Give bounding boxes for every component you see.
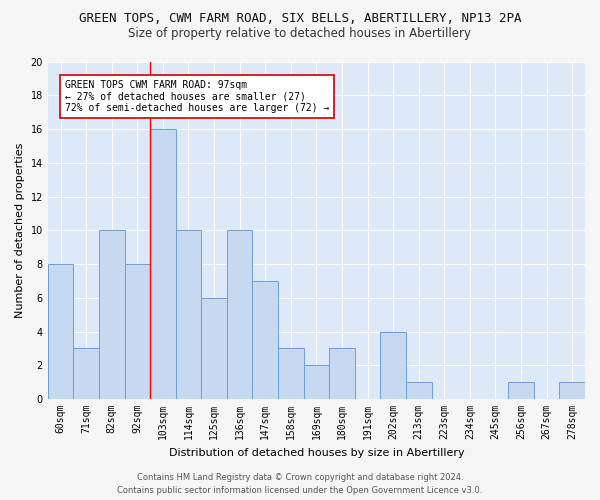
Bar xyxy=(227,230,253,399)
Bar xyxy=(99,230,125,399)
Bar xyxy=(176,230,201,399)
Text: Contains HM Land Registry data © Crown copyright and database right 2024.
Contai: Contains HM Land Registry data © Crown c… xyxy=(118,474,482,495)
Bar xyxy=(150,129,176,399)
X-axis label: Distribution of detached houses by size in Abertillery: Distribution of detached houses by size … xyxy=(169,448,464,458)
Bar xyxy=(380,332,406,399)
Bar xyxy=(329,348,355,399)
Bar xyxy=(508,382,534,399)
Bar xyxy=(304,366,329,399)
Bar xyxy=(201,298,227,399)
Text: Size of property relative to detached houses in Abertillery: Size of property relative to detached ho… xyxy=(128,28,472,40)
Bar xyxy=(73,348,99,399)
Bar xyxy=(406,382,431,399)
Bar xyxy=(48,264,73,399)
Text: GREEN TOPS, CWM FARM ROAD, SIX BELLS, ABERTILLERY, NP13 2PA: GREEN TOPS, CWM FARM ROAD, SIX BELLS, AB… xyxy=(79,12,521,26)
Bar xyxy=(278,348,304,399)
Text: GREEN TOPS CWM FARM ROAD: 97sqm
← 27% of detached houses are smaller (27)
72% of: GREEN TOPS CWM FARM ROAD: 97sqm ← 27% of… xyxy=(65,80,329,114)
Bar xyxy=(125,264,150,399)
Y-axis label: Number of detached properties: Number of detached properties xyxy=(15,142,25,318)
Bar xyxy=(253,281,278,399)
Bar xyxy=(559,382,585,399)
